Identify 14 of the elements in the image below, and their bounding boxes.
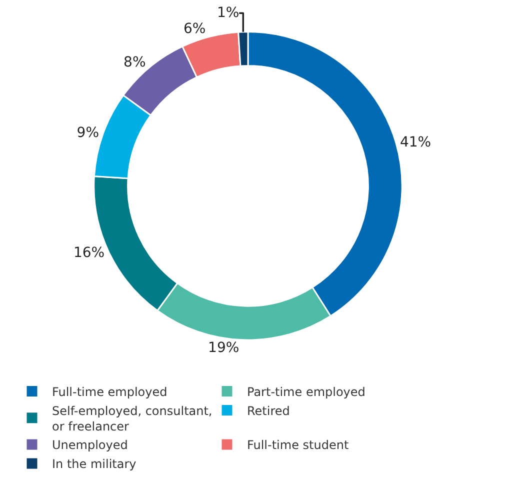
legend-label: Part-time employed xyxy=(247,384,366,399)
legend-label: In the military xyxy=(52,457,136,472)
data-label: 1% xyxy=(216,5,240,22)
data-label: 41% xyxy=(400,134,432,150)
legend-label: Full-time student xyxy=(247,438,349,452)
data-label: 8% xyxy=(124,54,146,70)
legend-label: Retired xyxy=(247,404,290,418)
data-label: 16% xyxy=(73,244,105,261)
data-label: 9% xyxy=(76,124,100,141)
legend-label: Unemployed xyxy=(52,438,128,452)
legend-label: Self-employed, consultant, or freelancer xyxy=(52,404,212,434)
data-label: 19% xyxy=(208,340,240,356)
legend-label: Full-time employed xyxy=(52,384,168,399)
data-label: 6% xyxy=(183,21,206,38)
